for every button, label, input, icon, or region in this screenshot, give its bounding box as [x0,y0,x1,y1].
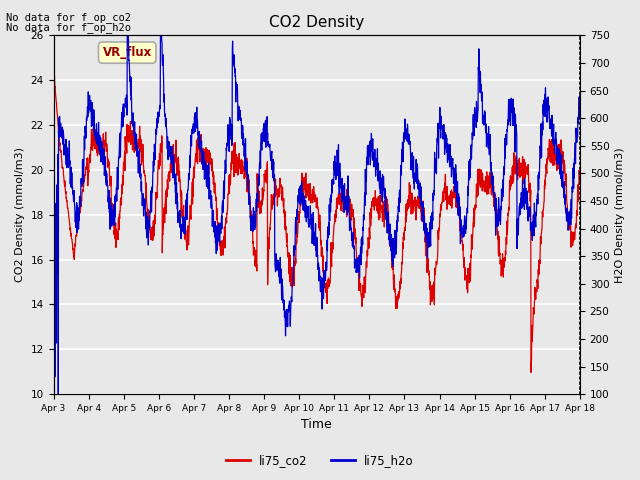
Text: VR_flux: VR_flux [102,46,152,59]
Y-axis label: CO2 Density (mmol/m3): CO2 Density (mmol/m3) [15,147,25,282]
Y-axis label: H2O Density (mmol/m3): H2O Density (mmol/m3) [615,147,625,283]
Title: CO2 Density: CO2 Density [269,15,364,30]
Text: No data for f_op_co2: No data for f_op_co2 [6,12,131,23]
Text: No data for f_op_h2o: No data for f_op_h2o [6,22,131,33]
X-axis label: Time: Time [301,419,332,432]
Legend: li75_co2, li75_h2o: li75_co2, li75_h2o [221,449,419,472]
